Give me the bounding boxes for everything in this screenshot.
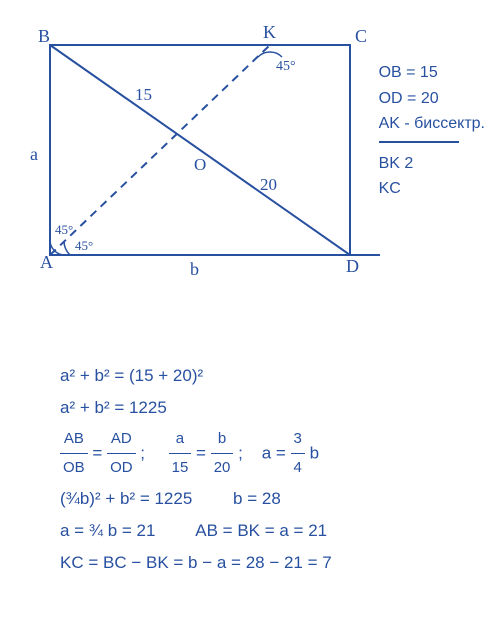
find-bk: BK 2	[379, 151, 485, 177]
eq-pythagoras: a² + b² = (15 + 20)²	[60, 360, 332, 392]
angle-k-label: 45°	[276, 59, 296, 74]
find-kc: KC	[379, 176, 485, 202]
length-od-label: 20	[260, 175, 277, 194]
eq-substitution: (¾b)² + b² = 1225 b = 28	[60, 483, 332, 515]
given-ob: OB = 15	[379, 60, 485, 86]
given-conditions: OB = 15 OD = 20 AK - биссектр. BK 2 KC	[379, 60, 485, 202]
vertex-c-label: C	[355, 26, 367, 46]
vertex-b-label: B	[38, 26, 50, 46]
eq-kc-result: KC = BC − BK = b − a = 28 − 21 = 7	[60, 547, 332, 579]
vertex-k-label: K	[263, 22, 276, 42]
angle-a2-label: 45°	[75, 238, 93, 253]
solution-steps: a² + b² = (15 + 20)² a² + b² = 1225 ABOB…	[60, 360, 332, 579]
given-ak: AK - биссектр.	[379, 111, 485, 137]
side-a-label: a	[30, 144, 38, 164]
geometry-diagram: A B C D K O a b 15 20 45° 45° 45°	[20, 20, 380, 290]
vertex-o-label: O	[194, 155, 206, 174]
length-ob-label: 15	[135, 85, 152, 104]
angle-a1-label: 45°	[55, 222, 73, 237]
side-b-label: b	[190, 259, 199, 279]
vertex-d-label: D	[346, 256, 359, 276]
vertex-a-label: A	[40, 252, 53, 272]
eq-a-value: a = ¾ b = 21 AB = BK = a = 21	[60, 515, 332, 547]
eq-sum: a² + b² = 1225	[60, 392, 332, 424]
given-divider	[379, 141, 459, 143]
given-od: OD = 20	[379, 86, 485, 112]
eq-ratios: ABOB = ADOD ; a15 = b20 ; a = 34 b	[60, 425, 332, 483]
